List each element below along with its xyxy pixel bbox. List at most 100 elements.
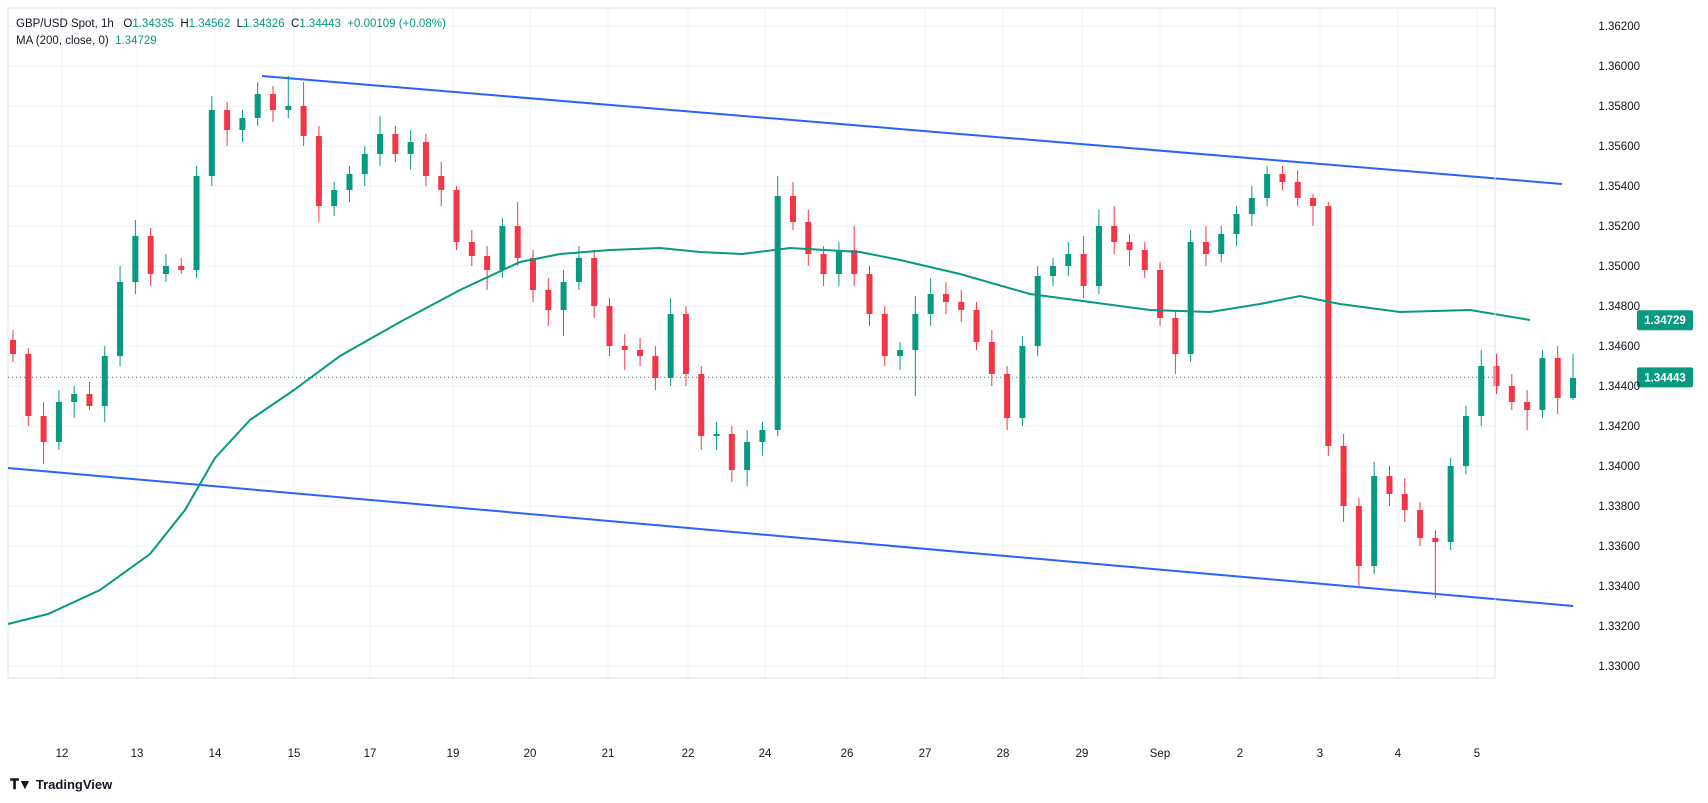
legend-ma-value: 1.34729 <box>115 35 157 47</box>
candle-body <box>927 294 934 314</box>
y-tick-label: 1.34600 <box>1598 341 1640 353</box>
y-tick-label: 1.35800 <box>1598 101 1640 113</box>
candle-body <box>254 94 261 118</box>
candle-body <box>606 306 613 346</box>
tradingview-logo-icon: 𝐓▼ <box>10 776 32 792</box>
candle-body <box>1172 318 1179 354</box>
x-tick-label: 3 <box>1317 748 1323 760</box>
candle-body <box>1279 174 1286 182</box>
candle-body <box>1570 378 1576 398</box>
x-tick-label: 27 <box>919 748 932 760</box>
candle-body <box>942 294 949 302</box>
candle-body <box>453 190 460 242</box>
candle-body <box>1080 254 1087 286</box>
candles <box>10 76 1576 598</box>
candle-body <box>1310 198 1316 206</box>
candle-body <box>881 314 888 356</box>
candle-body <box>1202 242 1209 254</box>
candle-body <box>1157 270 1164 318</box>
candle-body <box>575 258 582 282</box>
candle-body <box>530 258 536 290</box>
candle-body <box>1417 510 1424 538</box>
legend-ma-label[interactable]: MA (200, close, 0) <box>16 35 109 47</box>
candle-body <box>1065 254 1072 266</box>
candle-body <box>1111 226 1118 242</box>
x-tick-label: 28 <box>997 748 1010 760</box>
y-tick-label: 1.34000 <box>1598 461 1640 473</box>
candle-body <box>162 266 169 274</box>
x-axis[interactable]: 12 13 14 15 17 19 20 21 22 24 26 27 28 29 Sep 2 3 4 5 <box>8 677 1495 760</box>
candle-body <box>392 134 399 154</box>
candle-body <box>1508 386 1515 402</box>
candle-body <box>1050 266 1056 276</box>
candle-body <box>1355 506 1362 566</box>
y-tick-label: 1.35200 <box>1598 221 1640 233</box>
x-tick-label: 14 <box>209 748 222 760</box>
candle-body <box>499 226 506 270</box>
candle-body <box>1340 446 1347 506</box>
candle-body <box>713 434 720 436</box>
plot-area[interactable] <box>7 7 1496 679</box>
price-lines: 1.34729 1.34443 <box>8 310 1693 388</box>
candle-body <box>300 106 307 136</box>
candle-body <box>422 142 429 176</box>
candle-body <box>224 110 231 130</box>
legend-symbol[interactable]: GBP/USD Spot, 1h <box>16 18 114 30</box>
candle-body <box>132 236 139 282</box>
x-tick-label: 26 <box>841 748 854 760</box>
y-tick-label: 1.35400 <box>1598 181 1640 193</box>
legend-high: 1.34562 <box>188 18 231 30</box>
candle-body <box>652 356 659 378</box>
candle-body <box>621 346 628 350</box>
candle-body <box>759 430 766 442</box>
legend-high-label: H <box>180 18 189 30</box>
x-tick-label: 13 <box>131 748 144 760</box>
last-price-tag <box>1637 367 1693 388</box>
y-axis[interactable]: 1.36200 1.36000 1.35800 1.35600 1.35400 1.352… <box>1494 8 1640 678</box>
candle-body <box>315 136 322 206</box>
candle-body <box>71 394 78 402</box>
x-tick-label: 15 <box>288 748 301 760</box>
candle-body <box>912 314 919 350</box>
tradingview-logo[interactable]: 𝐓▼ TradingView <box>10 776 112 793</box>
ma-200-line[interactable] <box>7 246 1531 625</box>
ma-price-tag <box>1637 310 1693 331</box>
candle-body <box>346 174 353 190</box>
candle-body <box>25 354 32 416</box>
legend-low: 1.34326 <box>243 18 285 30</box>
candle-body <box>667 314 674 378</box>
candle-body <box>468 242 475 256</box>
moving-average-line <box>7 246 1531 625</box>
x-tick-label: 12 <box>56 748 69 760</box>
channel-upper-line[interactable] <box>261 75 1563 185</box>
candle-body <box>514 226 521 258</box>
legend-row-symbol: GBP/USD Spot, 1h O1.34335 H1.34562 L1.34… <box>16 16 446 33</box>
candle-body <box>851 250 858 274</box>
candle-body <box>1141 250 1148 270</box>
y-tick-label: 1.33600 <box>1598 541 1640 553</box>
y-tick-label: 1.33400 <box>1598 581 1640 593</box>
y-tick-label: 1.36000 <box>1598 61 1640 73</box>
candle-body <box>698 374 705 436</box>
candle-body <box>285 106 292 110</box>
candle-body <box>1034 276 1041 346</box>
candle-body <box>1004 374 1011 418</box>
candle-body <box>1401 494 1408 510</box>
channel-lower-line[interactable] <box>7 467 1574 607</box>
x-tick-label: 29 <box>1076 748 1089 760</box>
candle-body <box>545 290 552 310</box>
chart-legend: GBP/USD Spot, 1h O1.34335 H1.34562 L1.34… <box>16 16 446 50</box>
candle-body <box>147 236 154 274</box>
candle-body <box>682 314 689 374</box>
candle-body <box>331 190 338 206</box>
candle-body <box>1264 174 1271 198</box>
candle-body <box>239 118 246 130</box>
x-tick-label: 19 <box>447 748 460 760</box>
grid-lines <box>7 7 1496 679</box>
candle-body <box>1095 226 1102 286</box>
candle-body <box>117 282 124 356</box>
y-tick-label: 1.35000 <box>1598 261 1640 273</box>
candle-body <box>484 256 491 270</box>
x-tick-label: 21 <box>602 748 615 760</box>
